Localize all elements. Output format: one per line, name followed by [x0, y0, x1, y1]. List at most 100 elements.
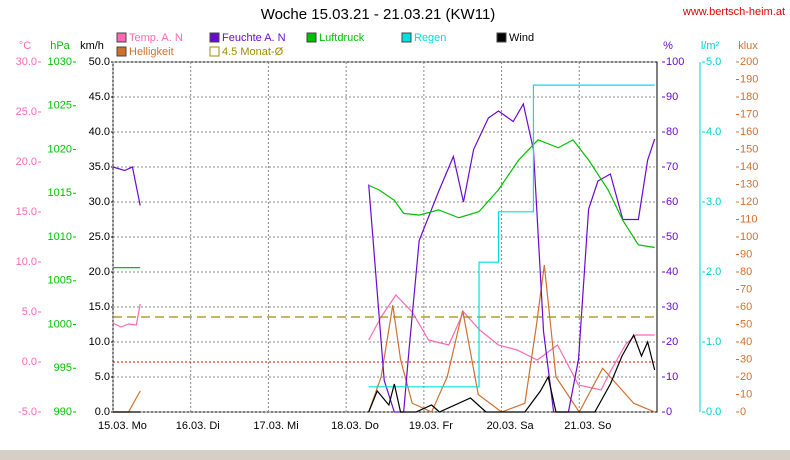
y-tick-label: 1000	[48, 318, 72, 330]
series-line	[113, 139, 655, 269]
legend-swatch	[209, 32, 220, 43]
legend-swatch	[209, 46, 220, 57]
y-tick-label: 1030	[48, 56, 72, 68]
x-tick-label: 15.03. Mo	[98, 420, 147, 432]
source: www.bertsch-heim.at	[682, 6, 785, 18]
y-tick-label: 200	[740, 56, 758, 68]
y-tick-label: 170	[740, 108, 758, 120]
y-tick-label: 140	[740, 161, 758, 173]
y-tick-label: 50	[666, 231, 678, 243]
y-tick-label: 180	[740, 91, 758, 103]
y-tick-label: 60	[666, 196, 678, 208]
y-tick-label: 1.0	[706, 336, 721, 348]
y-tick-label: 990	[54, 406, 72, 418]
y-tick-label: 90	[740, 248, 752, 260]
y-tick-label: 20.0	[16, 156, 37, 168]
y-tick-label: 2.0	[706, 266, 721, 278]
legend-label: 4.5 Monat-Ø	[222, 46, 284, 58]
y-tick-label: 30	[666, 301, 678, 313]
y-tick-label: 60	[740, 301, 752, 313]
y-tick-label: 50	[740, 318, 752, 330]
axis-label: klux	[738, 40, 758, 52]
y-tick-label: 110	[740, 213, 758, 225]
x-tick-label: 18.03. Do	[331, 420, 379, 432]
legend-label: Wind	[509, 32, 534, 44]
y-tick-label: 15.0	[16, 206, 37, 218]
y-tick-label: 15.0	[89, 301, 110, 313]
legend-label: Temp. A. N	[129, 32, 183, 44]
y-tick-label: 100	[666, 56, 684, 68]
y-tick-label: 1010	[48, 231, 72, 243]
axis-label: hPa	[50, 40, 70, 52]
y-tick-label: 0	[666, 406, 672, 418]
y-tick-label: 160	[740, 126, 758, 138]
y-tick-label: 10	[666, 371, 678, 383]
legend-swatch	[496, 32, 507, 43]
axis-label: °C	[19, 40, 31, 52]
x-tick-label: 19.03. Fr	[409, 420, 453, 432]
y-tick-label: 30.0	[16, 56, 37, 68]
y-tick-label: 40.0	[89, 126, 110, 138]
axis-label: %	[663, 40, 673, 52]
y-tick-label: 30	[740, 353, 752, 365]
series-line	[368, 84, 655, 388]
y-tick-label: 50.0	[89, 56, 110, 68]
legend-label: Luftdruck	[319, 32, 365, 44]
y-tick-label: -5.0	[18, 406, 37, 418]
y-tick-label: 100	[740, 231, 758, 243]
legend-label: Helligkeit	[129, 46, 174, 58]
x-tick-label: 17.03. Mi	[253, 420, 298, 432]
axis-label: km/h	[80, 40, 104, 52]
y-tick-label: 70	[740, 283, 752, 295]
y-tick-label: 70	[666, 161, 678, 173]
x-tick-label: 21.03. So	[564, 420, 611, 432]
y-tick-label: 5.0	[706, 56, 721, 68]
y-tick-label: 130	[740, 178, 758, 190]
x-tick-label: 20.03. Sa	[487, 420, 535, 432]
legend-label: Regen	[414, 32, 446, 44]
legend-label: Feuchte A. N	[222, 32, 286, 44]
y-tick-label: 90	[666, 91, 678, 103]
y-tick-label: 0.0	[22, 356, 37, 368]
y-tick-label: 5.0	[95, 371, 110, 383]
y-tick-label: 1005	[48, 275, 72, 287]
y-tick-label: 0.0	[706, 406, 721, 418]
y-tick-label: 3.0	[706, 196, 721, 208]
y-tick-label: 40	[666, 266, 678, 278]
y-tick-label: 150	[740, 143, 758, 155]
legend-swatch	[116, 46, 127, 57]
y-tick-label: 40	[740, 336, 752, 348]
y-tick-label: 25.0	[16, 106, 37, 118]
y-tick-label: 20.0	[89, 266, 110, 278]
y-tick-label: 0	[740, 406, 746, 418]
y-tick-label: 1025	[48, 100, 72, 112]
y-tick-label: 20	[666, 336, 678, 348]
x-tick-label: 16.03. Di	[176, 420, 220, 432]
axis-label: l/m²	[701, 40, 720, 52]
series-line	[112, 102, 656, 413]
y-tick-label: 995	[54, 362, 72, 374]
legend-swatch	[306, 32, 317, 43]
series-line	[112, 294, 655, 391]
legend-swatch	[116, 32, 127, 43]
y-tick-label: 25.0	[89, 231, 110, 243]
y-tick-label: 120	[740, 196, 758, 208]
y-tick-label: 4.0	[706, 126, 721, 138]
y-tick-label: 5.0	[22, 306, 37, 318]
y-tick-label: 30.0	[89, 196, 110, 208]
y-tick-label: 10.0	[89, 336, 110, 348]
y-tick-label: 10.0	[16, 256, 37, 268]
y-tick-label: 20	[740, 371, 752, 383]
y-tick-label: 35.0	[89, 161, 110, 173]
y-tick-label: 45.0	[89, 91, 110, 103]
y-tick-label: 1015	[48, 187, 72, 199]
y-tick-label: 80	[666, 126, 678, 138]
y-tick-label: 1020	[48, 143, 72, 155]
series-line	[113, 333, 656, 413]
y-tick-label: 80	[740, 266, 752, 278]
status-bar	[0, 450, 790, 460]
chart-title: Woche 15.03.21 - 21.03.21 (KW11)	[261, 6, 496, 23]
legend-swatch	[401, 32, 412, 43]
y-tick-label: 0.0	[95, 406, 110, 418]
